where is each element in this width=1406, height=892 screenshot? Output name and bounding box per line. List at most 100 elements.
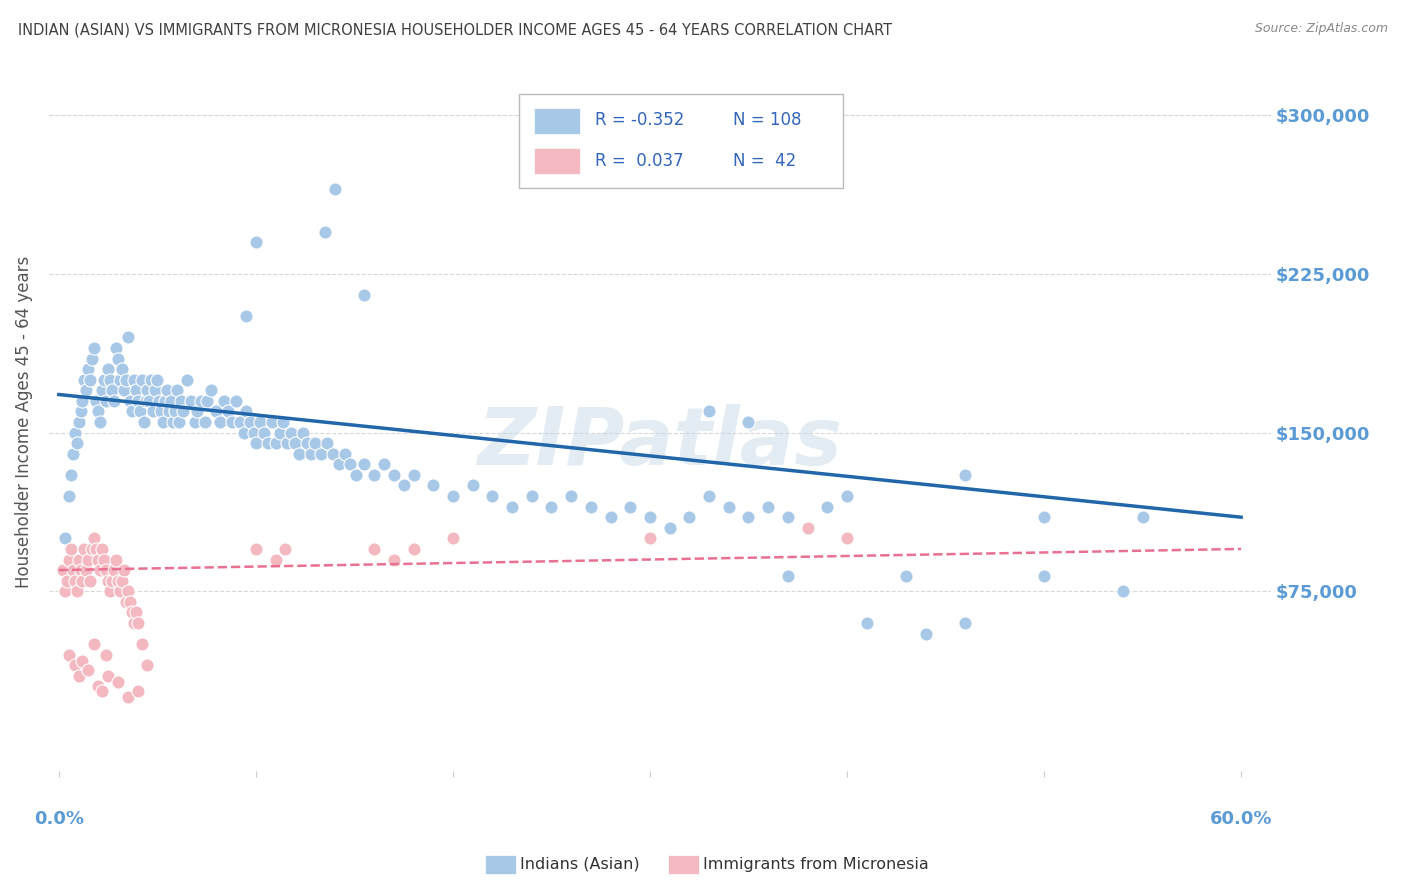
Point — [83, 532, 105, 546]
Point — [167, 415, 190, 429]
Point — [353, 458, 375, 472]
Point — [58, 489, 80, 503]
Text: N = 108: N = 108 — [733, 112, 801, 129]
Point — [148, 393, 170, 408]
Point — [155, 393, 177, 408]
Point — [132, 415, 155, 429]
Point — [107, 574, 129, 588]
Point — [58, 552, 80, 566]
Bar — [534, 148, 581, 174]
Point — [69, 563, 91, 577]
Point — [91, 683, 114, 698]
Point — [145, 384, 167, 398]
Point — [52, 563, 75, 577]
Point — [89, 563, 111, 577]
Point — [72, 654, 94, 668]
Point — [205, 404, 228, 418]
Text: Source: ZipAtlas.com: Source: ZipAtlas.com — [1254, 22, 1388, 36]
Point — [540, 500, 562, 514]
Point — [835, 532, 858, 546]
Point — [166, 384, 188, 398]
Point — [75, 384, 97, 398]
Point — [135, 393, 157, 408]
Point — [264, 552, 287, 566]
Point — [501, 500, 523, 514]
Point — [292, 425, 315, 440]
Point — [737, 415, 759, 429]
Point — [697, 404, 720, 418]
Point — [84, 393, 107, 408]
Point — [128, 404, 150, 418]
Point — [239, 415, 262, 429]
Point — [402, 467, 425, 482]
Point — [94, 393, 117, 408]
Point — [67, 669, 90, 683]
Point — [288, 447, 311, 461]
Point — [658, 521, 681, 535]
Point — [111, 362, 134, 376]
Point — [141, 373, 163, 387]
Point — [619, 500, 641, 514]
Point — [579, 500, 602, 514]
Point — [87, 680, 110, 694]
Point — [67, 552, 90, 566]
Point — [914, 626, 936, 640]
Point — [114, 595, 136, 609]
Point — [382, 552, 405, 566]
Text: 60.0%: 60.0% — [1211, 810, 1272, 828]
Point — [124, 384, 146, 398]
Point — [190, 393, 212, 408]
Point — [87, 552, 110, 566]
Point — [63, 658, 86, 673]
Point — [225, 393, 247, 408]
Point — [111, 574, 134, 588]
Point — [73, 373, 96, 387]
Point — [194, 415, 217, 429]
Point — [73, 541, 96, 556]
Point — [103, 563, 125, 577]
Point — [180, 393, 202, 408]
Point — [108, 373, 131, 387]
Point — [98, 373, 121, 387]
Point — [402, 541, 425, 556]
Point — [152, 415, 174, 429]
Point — [121, 606, 143, 620]
Point — [103, 393, 125, 408]
Point — [245, 235, 267, 250]
Point — [274, 541, 297, 556]
Point — [58, 648, 80, 662]
Point — [299, 447, 322, 461]
Point — [229, 415, 252, 429]
Point — [1112, 584, 1135, 599]
Point — [322, 447, 344, 461]
Point — [172, 404, 194, 418]
Point — [599, 510, 621, 524]
Point — [79, 373, 101, 387]
Point — [245, 436, 267, 450]
Point — [481, 489, 503, 503]
Point — [796, 521, 818, 535]
Point — [678, 510, 700, 524]
Point — [69, 404, 91, 418]
Text: N =  42: N = 42 — [733, 152, 796, 170]
Point — [363, 467, 385, 482]
Point — [150, 404, 173, 418]
Point — [1033, 510, 1056, 524]
Point — [560, 489, 582, 503]
Point — [117, 584, 139, 599]
Point — [97, 669, 120, 683]
Point — [441, 489, 464, 503]
Point — [104, 552, 127, 566]
Point — [284, 436, 307, 450]
Point — [122, 615, 145, 630]
Point — [62, 447, 84, 461]
Point — [315, 436, 337, 450]
Point — [84, 541, 107, 556]
Point — [98, 584, 121, 599]
Text: R =  0.037: R = 0.037 — [595, 152, 683, 170]
Point — [638, 532, 661, 546]
Point — [184, 415, 207, 429]
Point — [1033, 569, 1056, 583]
Point — [94, 648, 117, 662]
Point — [235, 310, 257, 324]
